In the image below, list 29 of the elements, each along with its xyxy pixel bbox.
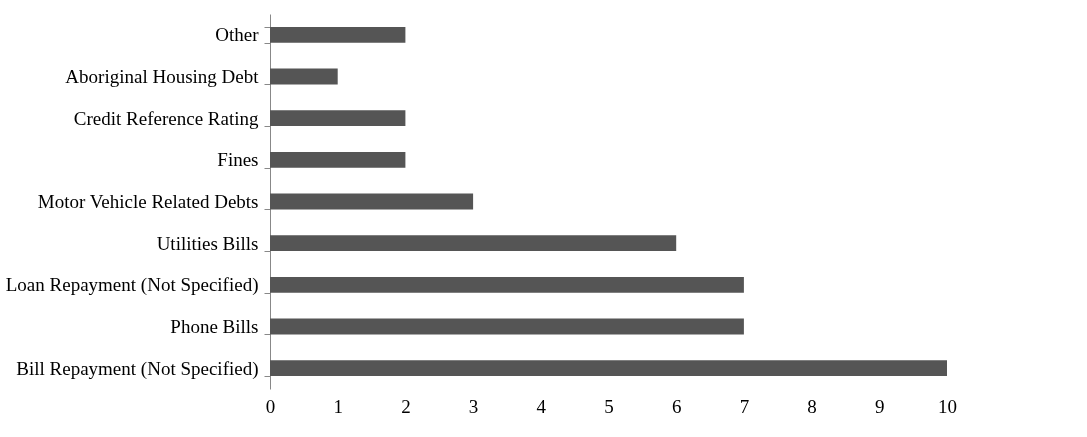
- bar: [270, 110, 406, 127]
- y-tick-label: Motor Vehicle Related Debts: [37, 191, 259, 212]
- bar: [270, 151, 406, 168]
- x-tick-label: 10: [938, 395, 957, 417]
- x-tick-label: 5: [604, 395, 614, 417]
- bar: [270, 26, 406, 43]
- x-tick-label: 4: [536, 395, 547, 417]
- x-tick-label: 3: [468, 395, 479, 417]
- bar: [270, 276, 744, 293]
- bar: [270, 193, 474, 210]
- y-tick-label: Phone Bills: [170, 316, 259, 337]
- x-tick-label: 1: [333, 395, 343, 417]
- bar: [270, 318, 744, 335]
- y-tick-label: Credit Reference Rating: [73, 107, 259, 129]
- y-tick-label: Other: [215, 24, 260, 46]
- x-tick-label: 0: [265, 395, 276, 417]
- bar: [270, 68, 338, 85]
- y-tick-label: Fines: [217, 149, 259, 171]
- x-tick-label: 7: [739, 395, 750, 417]
- x-tick-label: 8: [807, 395, 817, 417]
- y-tick-label: Loan Repayment (Not Specified): [5, 274, 259, 297]
- bar: [270, 360, 947, 377]
- y-tick-label: Aboriginal Housing Debt: [65, 66, 260, 87]
- y-tick-label: Bill Repayment (Not Specified): [16, 357, 259, 380]
- bar: [270, 235, 677, 252]
- x-tick-label: 2: [401, 395, 411, 417]
- x-tick-label: 9: [875, 395, 885, 417]
- x-tick-label: 6: [671, 395, 682, 417]
- y-tick-label: Utilities Bills: [156, 232, 259, 254]
